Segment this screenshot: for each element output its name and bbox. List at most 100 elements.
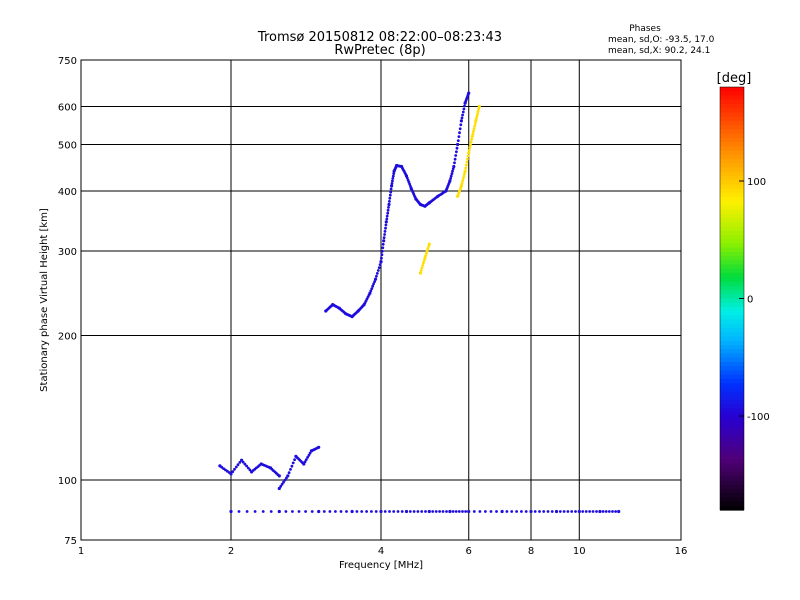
echo-trace-point	[463, 172, 466, 176]
echo-trace-point	[391, 174, 395, 178]
echo-point	[470, 134, 474, 138]
colorbar-band	[720, 108, 744, 113]
echo-trace-point	[604, 510, 608, 513]
echo-trace-point	[383, 230, 387, 233]
echo-trace-point	[371, 284, 375, 288]
echo-trace-point	[476, 112, 479, 116]
colorbar-band	[720, 87, 744, 92]
y-tick-label: 75	[64, 536, 77, 547]
colorbar-strip	[720, 87, 744, 511]
colorbar-band	[720, 340, 744, 346]
colorbar-band	[720, 345, 744, 350]
echo-point	[382, 239, 386, 243]
colorbar-band	[720, 476, 744, 481]
chart-title: Tromsø 20150812 08:22:00–08:23:43	[257, 30, 502, 45]
colorbar-band	[720, 150, 744, 156]
echo-point	[456, 142, 460, 147]
echo-trace-point	[542, 510, 546, 513]
colorbar-band	[720, 463, 744, 469]
echo-trace-point	[461, 177, 465, 180]
echo-trace-point	[425, 252, 428, 255]
echo-trace-point	[339, 510, 343, 513]
colorbar-band	[720, 141, 744, 147]
echo-trace-point	[591, 510, 595, 513]
echo-point	[423, 256, 427, 260]
echo-trace-point	[558, 510, 562, 513]
echo-trace-point	[457, 510, 461, 513]
echo-trace-point	[328, 510, 332, 513]
echo-trace-point	[469, 140, 473, 144]
x-tick-label: 8	[528, 546, 534, 557]
echo-trace-point	[392, 172, 396, 176]
echo-trace-point	[515, 510, 518, 513]
colorbar-band	[720, 404, 744, 410]
echo-trace-point	[472, 510, 476, 513]
echo-trace-point	[550, 510, 554, 513]
colorbar-band	[720, 400, 744, 405]
echo-trace-point	[468, 146, 472, 149]
colorbar-band	[720, 91, 744, 97]
echo-trace-point	[473, 124, 477, 128]
colorbar-band	[720, 395, 744, 401]
echo-trace-point	[248, 468, 252, 472]
echo-trace-point	[373, 280, 376, 283]
echo-trace-point	[243, 462, 247, 466]
echo-trace-point	[241, 460, 245, 464]
echo-point	[467, 151, 471, 155]
colorbar-band	[720, 218, 744, 223]
echo-trace-point	[438, 510, 441, 513]
colorbar-band	[720, 421, 744, 426]
echo-trace-point	[475, 117, 478, 120]
echo-point	[477, 104, 481, 109]
colorbar-band	[720, 493, 744, 498]
echo-point	[373, 277, 378, 281]
colorbar-band	[720, 311, 744, 317]
echo-trace-point	[453, 157, 457, 161]
echo-trace-point	[466, 154, 470, 158]
colorbar-band	[720, 484, 744, 490]
echo-trace-point	[546, 510, 550, 513]
echo-trace-point	[562, 510, 566, 513]
x-tick-label: 2	[228, 546, 234, 557]
echo-point	[500, 509, 504, 514]
echo-trace-point	[607, 510, 611, 513]
echo-trace-point	[237, 510, 241, 513]
echo-trace-point	[495, 510, 498, 513]
y-tick-label: 750	[58, 56, 77, 67]
x-tick-label: 1	[78, 546, 84, 557]
echo-trace-point	[297, 510, 301, 513]
colorbar-band	[720, 133, 744, 139]
echo-point	[427, 242, 431, 246]
colorbar-band	[720, 235, 744, 240]
grid-lines	[81, 60, 681, 540]
echo-trace-point	[380, 253, 384, 257]
echo-trace-point	[306, 456, 309, 459]
echo-trace-point	[472, 129, 475, 133]
colorbar-band	[720, 480, 744, 486]
echo-trace-point	[290, 464, 294, 468]
echo-trace-point	[303, 460, 307, 464]
colorbar-band	[720, 277, 744, 283]
echo-point	[467, 509, 471, 514]
echo-trace-point	[505, 510, 509, 513]
echo-point	[317, 445, 321, 449]
chart-subtitle: RwPretec (8p)	[334, 43, 425, 58]
plot-area: 1 2 4 6 8 10 16 75 100 200 300 400 500 600 750	[58, 56, 687, 557]
colorbar-band	[720, 247, 744, 253]
echo-trace-point	[396, 510, 400, 513]
echo-trace-point	[322, 510, 326, 513]
echo-point	[427, 509, 431, 514]
echo-trace-point	[236, 463, 240, 467]
echo-trace-point	[457, 135, 461, 139]
echo-trace-point	[441, 510, 445, 513]
colorbar-band	[720, 125, 744, 130]
echo-trace-point	[246, 466, 250, 470]
echo-trace-point	[538, 510, 541, 513]
echo-trace-point	[307, 453, 311, 457]
colorbar-band	[720, 429, 744, 435]
colorbar-band	[720, 315, 744, 321]
y-tick-label: 600	[58, 103, 77, 114]
echo-trace-point	[253, 510, 257, 513]
echo-trace-point	[304, 458, 308, 461]
colorbar-band	[720, 366, 744, 372]
